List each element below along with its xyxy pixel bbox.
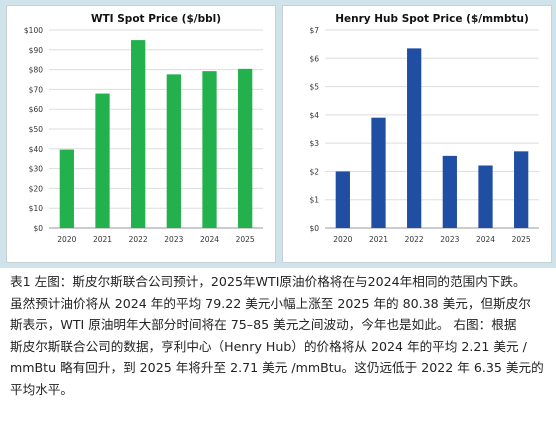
henry-hub-spot-price-chart: Henry Hub Spot Price ($/mmbtu) $0 $1 $2 $3 $4…	[309, 13, 539, 244]
x-tick-label: 2025	[512, 235, 531, 244]
henry-hub-chart-panel: Henry Hub Spot Price ($/mmbtu) $0 $1 $2 $3 $4…	[282, 5, 552, 263]
x-tick-label: 2022	[405, 235, 424, 244]
y-tick-label: $50	[29, 125, 44, 134]
wti-spot-price-chart: WTI Spot Price ($/bbl) $0 $10 $20 $30 $40 $50 $…	[24, 13, 263, 244]
y-tick-label: $7	[309, 26, 319, 35]
x-tick-label: 2023	[164, 235, 183, 244]
caption-line: 表1 左图：斯皮尔斯联合公司预计，2025年WTI原油价格将在与2024年相同的…	[10, 274, 526, 289]
y-tick-label: $4	[309, 111, 319, 120]
y-tick-label: $60	[29, 105, 44, 114]
y-tick-label: $20	[29, 184, 44, 193]
bar-2024	[478, 165, 493, 228]
y-tick-label: $100	[24, 26, 43, 35]
caption-line: 平均水平。	[10, 381, 73, 397]
x-tick-label: 2024	[200, 235, 219, 244]
bar-2020	[59, 149, 74, 228]
bar-2022	[131, 40, 146, 229]
chart-title: WTI Spot Price ($/bbl)	[91, 13, 221, 25]
y-tick-label: $80	[29, 66, 44, 75]
y-tick-label: $3	[309, 139, 319, 148]
bar-2022	[407, 48, 422, 229]
charts-background: WTI Spot Price ($/bbl) $0 $10 $20 $30 $40 $50 $…	[0, 0, 556, 268]
y-tick-label: $70	[29, 85, 44, 94]
y-tick-label: $2	[309, 167, 319, 176]
bar-2021	[95, 93, 110, 228]
y-tick-label: $5	[309, 83, 319, 92]
x-tick-label: 2025	[236, 235, 255, 244]
caption-line: 虽然预计油价将从 2024 年的平均 79.22 美元小幅上涨至 2025 年的…	[10, 295, 531, 311]
bar-2023	[166, 74, 181, 229]
x-tick-label: 2020	[333, 235, 352, 244]
bar-2021	[371, 117, 386, 228]
caption-line: mmBtu 略有回升，到 2025 年将升至 2.71 美元 /mmBtu。这仍…	[10, 360, 544, 375]
caption-line: 斯表示，WTI 原油明年大部分时间将在 75–85 美元之间波动，今年也是如此。…	[10, 317, 517, 332]
y-tick-label: $0	[309, 224, 319, 233]
bar-2025	[514, 151, 529, 228]
y-tick-label: $6	[309, 54, 319, 63]
y-tick-label: $0	[33, 224, 43, 233]
bar-2024	[202, 71, 217, 228]
bar-2023	[442, 155, 457, 228]
figure-caption: 表1 左图：斯皮尔斯联合公司预计，2025年WTI原油价格将在与2024年相同的…	[10, 271, 550, 400]
y-tick-label: $30	[29, 165, 44, 174]
x-tick-label: 2021	[369, 235, 388, 244]
x-tick-label: 2024	[476, 235, 495, 244]
y-tick-label: $90	[29, 46, 44, 55]
bar-2020	[335, 171, 350, 228]
x-tick-label: 2020	[57, 235, 76, 244]
x-tick-label: 2023	[440, 235, 459, 244]
chart-title: Henry Hub Spot Price ($/mmbtu)	[335, 13, 529, 25]
y-tick-label: $1	[309, 196, 319, 205]
x-tick-label: 2021	[93, 235, 112, 244]
caption-line: 斯皮尔斯联合公司的数据，亨利中心（Henry Hub）的价格将从 2024 年的…	[10, 338, 527, 354]
wti-chart-panel: WTI Spot Price ($/bbl) $0 $10 $20 $30 $40 $50 $…	[6, 5, 276, 263]
bar-2025	[238, 68, 253, 228]
y-tick-label: $10	[29, 204, 44, 213]
x-tick-label: 2022	[129, 235, 148, 244]
y-tick-label: $40	[29, 145, 44, 154]
